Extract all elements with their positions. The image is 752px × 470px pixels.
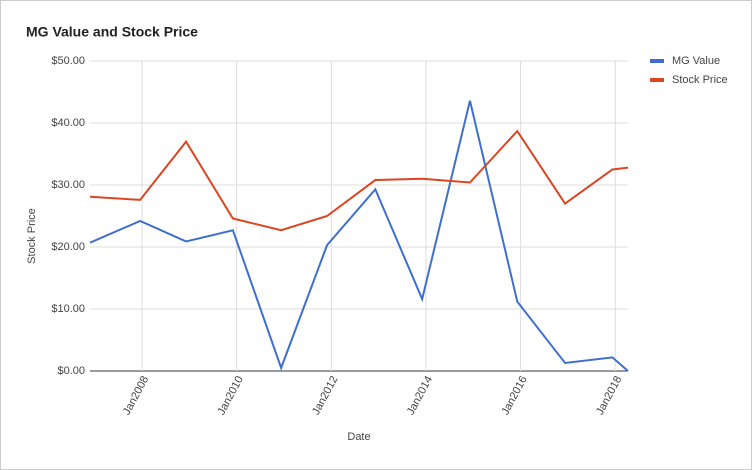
y-tick-label: $20.00 [51,241,85,253]
y-tick-label: $40.00 [51,117,85,129]
legend-label: MG Value [672,55,720,67]
y-tick-label: $50.00 [51,55,85,67]
y-axis-label: Stock Price [26,208,38,264]
y-tick-label: $0.00 [57,365,85,377]
legend-label: Stock Price [672,74,728,86]
y-tick-label: $10.00 [51,303,85,315]
series-line [89,100,629,372]
chart-title: MG Value and Stock Price [26,24,198,40]
series-line [89,129,629,232]
y-tick-label: $30.00 [51,179,85,191]
x-axis-label: Date [347,431,370,443]
